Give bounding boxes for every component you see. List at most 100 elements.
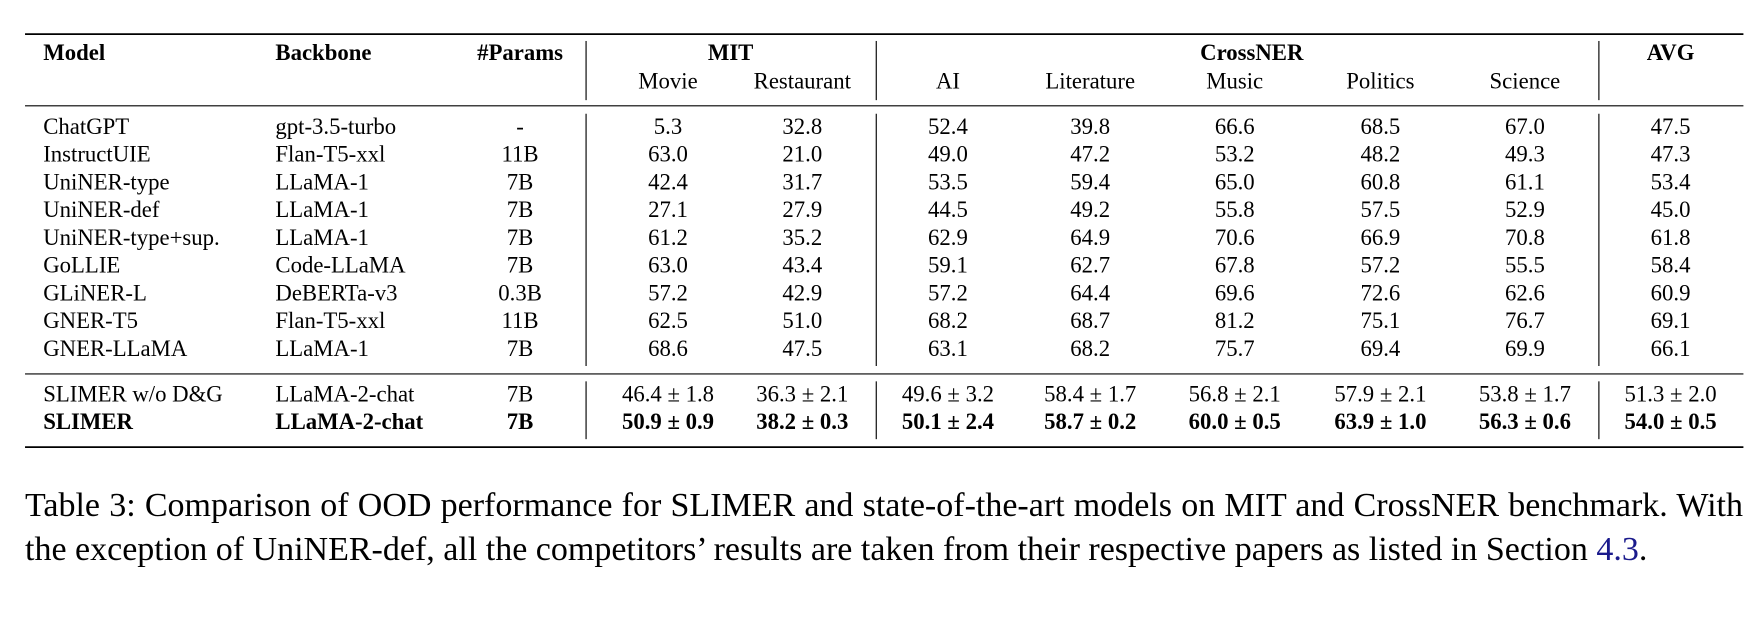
group-header: AVG: [1647, 40, 1695, 65]
cell: SLIMER w/o D&G: [43, 381, 222, 406]
cell: 7B: [507, 225, 534, 250]
cell: -: [516, 114, 524, 139]
cell: 57.5: [1360, 197, 1400, 222]
cell: InstructUIE: [43, 142, 150, 167]
cell: 32.8: [782, 114, 822, 139]
cell: 54.0 ± 0.5: [1625, 409, 1717, 434]
cell: 7B: [507, 169, 534, 194]
cell: 62.7: [1070, 253, 1110, 278]
cell: 55.8: [1215, 197, 1255, 222]
caption: Table 3: Comparison of OOD performance f…: [25, 484, 1743, 572]
cell: 53.2: [1215, 142, 1255, 167]
cell: 57.9 ± 2.1: [1334, 381, 1426, 406]
cell: 63.1: [928, 336, 968, 361]
cell: 49.0: [928, 142, 968, 167]
cell: 69.9: [1505, 336, 1545, 361]
cell: 60.0 ± 0.5: [1189, 409, 1281, 434]
cell: 68.5: [1360, 114, 1400, 139]
cell: LLaMA-1: [275, 225, 369, 250]
cell: 50.9 ± 0.9: [622, 409, 714, 434]
cell: 65.0: [1215, 169, 1255, 194]
cell: DeBERTa-v3: [275, 280, 397, 305]
cell: 7B: [507, 336, 534, 361]
cell: 47.5: [1651, 114, 1691, 139]
cell: 49.2: [1070, 197, 1110, 222]
cell: 7B: [507, 381, 534, 406]
subcolumn-header: Literature: [1045, 68, 1135, 93]
cell: LLaMA-1: [275, 169, 369, 194]
cell: 57.2: [928, 280, 968, 305]
cell: LLaMA-2-chat: [275, 409, 423, 434]
cell: 81.2: [1215, 308, 1255, 333]
cell: 11B: [502, 308, 539, 333]
cell: 47.2: [1070, 142, 1110, 167]
cell: Flan-T5-xxl: [275, 308, 385, 333]
cell: 59.1: [928, 253, 968, 278]
cell: 68.2: [1070, 336, 1110, 361]
cell: 69.1: [1651, 308, 1691, 333]
cell: 57.2: [648, 280, 688, 305]
subcolumn-header: Science: [1490, 68, 1561, 93]
cell: 42.9: [782, 280, 822, 305]
cell: 27.9: [782, 197, 822, 222]
cell: 53.5: [928, 169, 968, 194]
cell: 56.3 ± 0.6: [1479, 409, 1571, 434]
cell: 68.7: [1070, 308, 1110, 333]
cell: 57.2: [1360, 253, 1400, 278]
cell: LLaMA-1: [275, 336, 369, 361]
cell: 64.9: [1070, 225, 1110, 250]
cell: 61.8: [1651, 225, 1691, 250]
cell: ChatGPT: [43, 114, 129, 139]
cell: 60.8: [1360, 169, 1400, 194]
cell: 7B: [507, 197, 534, 222]
cell: GNER-LLaMA: [43, 336, 188, 361]
cell: 67.0: [1505, 114, 1545, 139]
column-header: Backbone: [275, 40, 371, 65]
cell: 72.6: [1360, 280, 1400, 305]
caption-link[interactable]: 4.3: [1596, 531, 1639, 568]
subcolumn-header: Movie: [638, 68, 697, 93]
cell: 68.2: [928, 308, 968, 333]
cell: 59.4: [1070, 169, 1110, 194]
cell: 58.4 ± 1.7: [1044, 381, 1136, 406]
cell: 47.5: [782, 336, 822, 361]
subcolumn-header: AI: [936, 68, 960, 93]
cell: 52.4: [928, 114, 968, 139]
cell: 61.2: [648, 225, 688, 250]
cell: 47.3: [1651, 142, 1691, 167]
cell: 63.0: [648, 142, 688, 167]
cell: 64.4: [1070, 280, 1110, 305]
subcolumn-header: Restaurant: [754, 68, 852, 93]
cell: 63.0: [648, 253, 688, 278]
cell: 0.3B: [498, 280, 542, 305]
cell: 27.1: [648, 197, 688, 222]
cell: 66.9: [1360, 225, 1400, 250]
cell: GoLLIE: [43, 253, 120, 278]
cell: 67.8: [1215, 253, 1255, 278]
cell: 76.7: [1505, 308, 1545, 333]
group-header: MIT: [708, 40, 754, 65]
cell: 44.5: [928, 197, 968, 222]
cell: 21.0: [782, 142, 822, 167]
subcolumn-header: Politics: [1346, 68, 1414, 93]
cell: 75.7: [1215, 336, 1255, 361]
cell: 70.6: [1215, 225, 1255, 250]
cell: 50.1 ± 2.4: [902, 409, 994, 434]
group-header: CrossNER: [1200, 40, 1304, 65]
cell: 69.4: [1360, 336, 1400, 361]
cell: UniNER-type+sup.: [43, 225, 219, 250]
column-header: #Params: [477, 40, 563, 65]
cell: Code-LLaMA: [275, 253, 406, 278]
column-header: Model: [43, 40, 105, 65]
cell: 56.8 ± 2.1: [1189, 381, 1281, 406]
cell: 48.2: [1360, 142, 1400, 167]
cell: UniNER-type: [43, 169, 169, 194]
cell: 42.4: [648, 169, 688, 194]
cell: 51.0: [782, 308, 822, 333]
cell: 69.6: [1215, 280, 1255, 305]
cell: 43.4: [782, 253, 822, 278]
cell: 58.7 ± 0.2: [1044, 409, 1136, 434]
caption-text: .: [1638, 531, 1648, 568]
cell: 58.4: [1651, 253, 1691, 278]
